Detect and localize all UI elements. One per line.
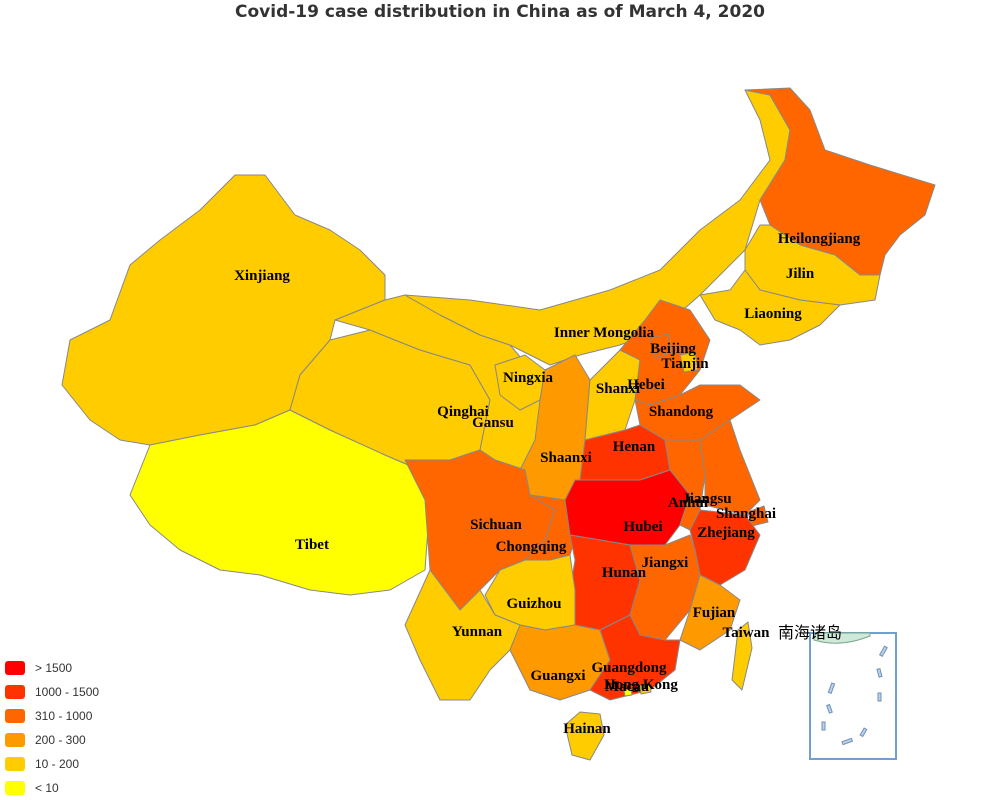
legend-item-10-200[interactable]: 10 - 200 [5,752,99,776]
legend-label: 200 - 300 [35,733,86,747]
label-heilongjiang: Heilongjiang [778,231,861,247]
province-guangdong[interactable] [589,614,681,701]
label-guangxi: Guangxi [530,668,585,684]
label-liaoning: Liaoning [744,306,802,322]
province-liaoning[interactable] [699,269,841,346]
label-jiangsu: Jiangsu [682,491,731,507]
province-fujian[interactable] [679,574,741,651]
province-hubei[interactable] [564,469,691,546]
label-zhejiang: Zhejiang [697,525,755,541]
label-ningxia: Ningxia [503,370,554,386]
label-tibet: Tibet [295,537,329,553]
label-hainan: Hainan [563,721,611,737]
label-fujian: Fujian [693,605,736,621]
label-guangdong: Guangdong [591,660,667,676]
legend-swatch [5,733,25,747]
legend-swatch [5,685,25,699]
legend-swatch [5,709,25,723]
legend-label: > 1500 [35,661,73,675]
label-gansu: Gansu [472,415,514,431]
label-hebei: Hebei [627,377,665,393]
legend-item-1000-1500[interactable]: 1000 - 1500 [5,680,99,704]
label-taiwan: Taiwan [723,625,771,641]
label-henan: Henan [613,439,656,455]
legend-swatch [5,757,25,771]
legend-label: 1000 - 1500 [35,685,100,699]
label-hong-kong: Hong Kong [604,677,678,693]
legend-item-lt10[interactable]: < 10 [5,776,99,800]
label-beijing: Beijing [650,341,696,357]
province-tianjin[interactable] [679,351,699,373]
legend-label: < 10 [35,781,59,795]
legend-item-310-1000[interactable]: 310 - 1000 [5,704,99,728]
province-hainan[interactable] [564,711,605,761]
label-tianjin: Tianjin [661,356,709,372]
legend-item-gt1500[interactable]: > 1500 [5,656,99,680]
label-shaanxi: Shaanxi [540,450,592,466]
inset-islands [821,645,888,746]
province-macau[interactable] [623,688,633,697]
province-jiangsu[interactable] [699,419,761,516]
label-hubei: Hubei [623,519,662,535]
province-yunnan[interactable] [404,569,521,701]
province-hong-kong[interactable] [639,683,652,695]
label-shanghai: Shanghai [716,506,776,522]
province-taiwan[interactable] [731,621,753,691]
label-yunnan: Yunnan [452,624,503,640]
label-sichuan: Sichuan [470,517,522,533]
label-qinghai: Qinghai [437,404,489,420]
label-hunan: Hunan [602,565,647,581]
south-china-sea-inset [809,632,897,760]
label-shanxi: Shanxi [596,381,640,397]
label-south-china-sea-islands: 南海诸岛 [778,623,842,642]
label-shandong: Shandong [649,404,714,420]
label-macau: Macau [605,679,649,695]
legend: > 1500 1000 - 1500 310 - 1000 200 - 300 … [5,656,99,800]
legend-label: 10 - 200 [35,757,80,771]
inset-land [813,632,871,644]
legend-label: 310 - 1000 [35,709,93,723]
label-anhui: Anhui [668,495,708,511]
label-chongqing: Chongqing [496,539,567,555]
legend-item-200-300[interactable]: 200 - 300 [5,728,99,752]
legend-swatch [5,661,25,675]
map-title: Covid-19 case distribution in China as o… [235,2,765,22]
label-xinjiang: Xinjiang [234,268,290,284]
legend-swatch [5,781,25,795]
label-jilin: Jilin [786,266,815,282]
label-guizhou: Guizhou [506,596,561,612]
province-beijing[interactable] [649,333,673,359]
label-jiangxi: Jiangxi [642,555,689,571]
label-inner-mongolia: Inner Mongolia [554,325,655,341]
province-shanghai[interactable] [747,505,769,527]
